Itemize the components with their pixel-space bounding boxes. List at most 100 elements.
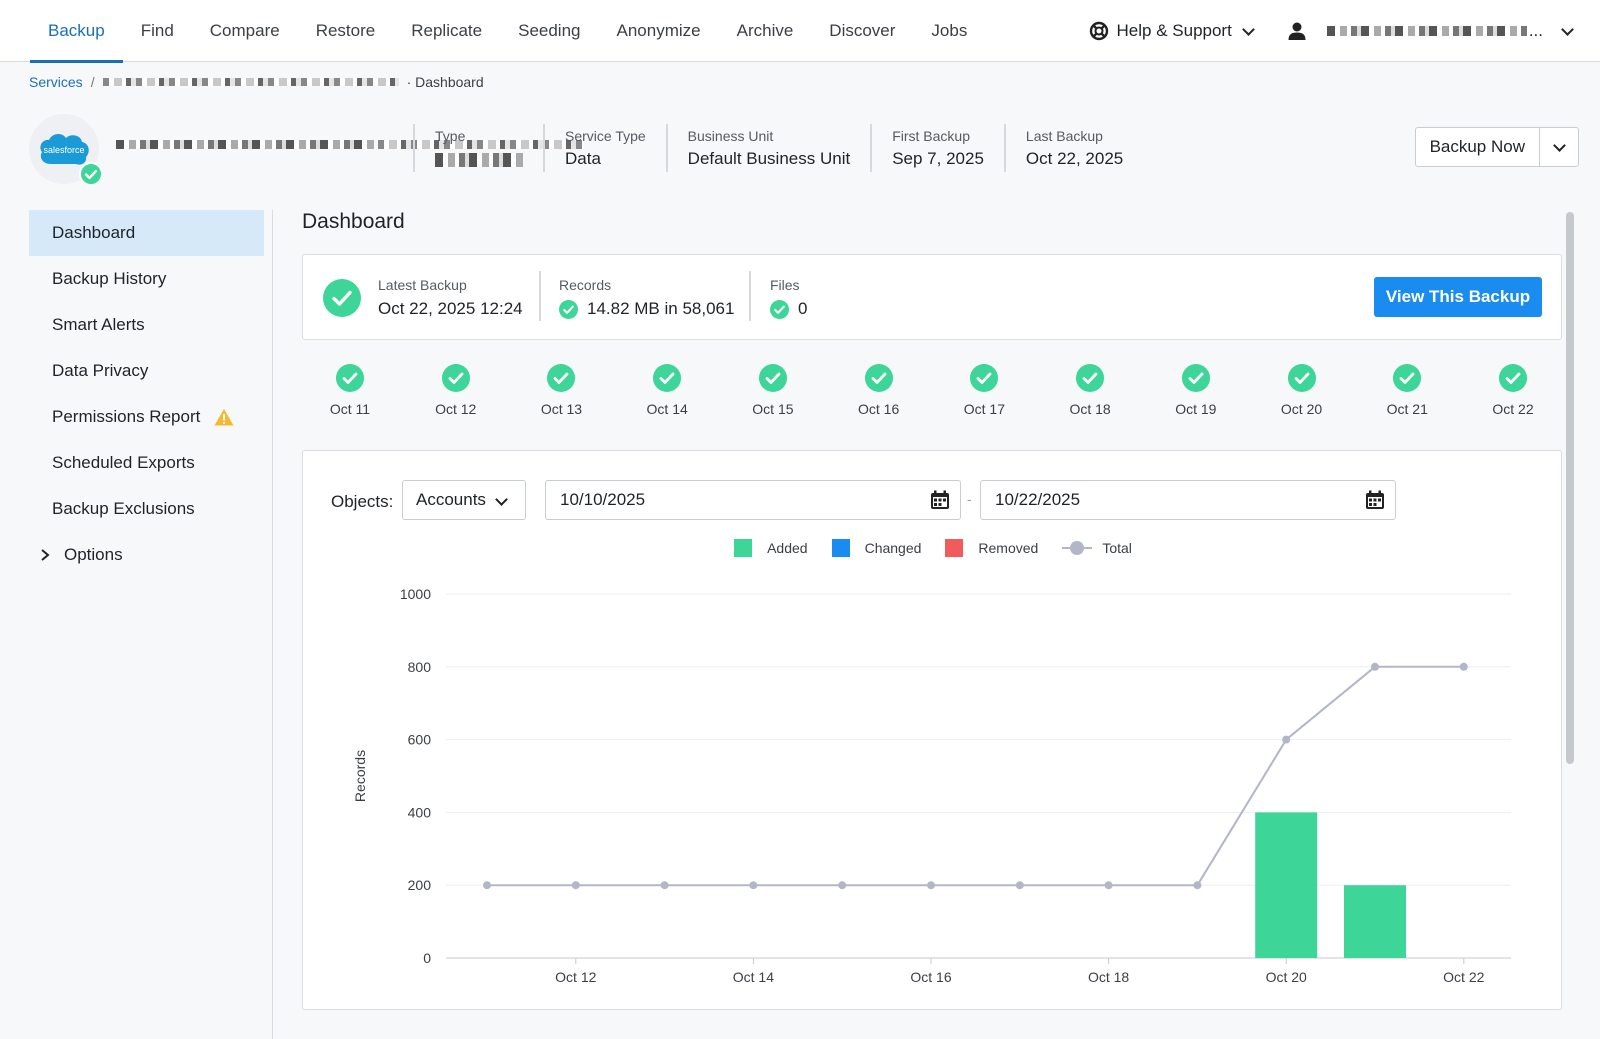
day-status-oct-14[interactable]: Oct 14 (627, 364, 707, 417)
date-to-input[interactable]: 10/22/2025 (980, 480, 1396, 520)
meta-value: Oct 22, 2025 (1025, 149, 1124, 168)
legend-item-removed[interactable]: Removed (945, 539, 1038, 557)
day-status-oct-20[interactable]: Oct 20 (1262, 364, 1342, 417)
day-status-oct-15[interactable]: Oct 15 (733, 364, 813, 417)
latest-backup-info: Latest Backup Oct 22, 2025 12:24 (378, 277, 523, 319)
point-total-oct-14[interactable] (749, 881, 758, 890)
sidebar-item-label: Permissions Report (52, 407, 201, 426)
bar-added-oct-20[interactable] (1255, 812, 1318, 958)
legend-label: Changed (864, 540, 922, 556)
sidebar-item-label: Data Privacy (52, 361, 149, 380)
sidebar-item-data-privacy[interactable]: Data Privacy (29, 348, 264, 394)
daily-backup-status: Oct 11 Oct 12 Oct 13 Oct 14 Oct 15 Oct 16 Oct … (302, 364, 1562, 424)
y-tick-label: 600 (408, 732, 432, 748)
records-info: Records 14.82 MB in 58,061 (559, 277, 734, 319)
tab-compare[interactable]: Compare (209, 21, 280, 40)
files-label: Files (770, 277, 800, 293)
tab-backup[interactable]: Backup (30, 0, 123, 63)
legend-label: Total (1102, 540, 1132, 556)
day-status-oct-17[interactable]: Oct 17 (944, 364, 1024, 417)
y-tick-label: 200 (408, 877, 432, 893)
legend-item-added[interactable]: Added (734, 539, 808, 557)
user-name-suffix: ... (1528, 21, 1543, 40)
check-circle-icon (1499, 364, 1527, 392)
check-circle-icon (1393, 364, 1422, 392)
point-total-oct-13[interactable] (660, 881, 669, 890)
legend-item-changed[interactable]: Changed (831, 539, 922, 557)
day-status-oct-16[interactable]: Oct 16 (839, 364, 919, 417)
sidebar-item-label: Scheduled Exports (52, 453, 195, 472)
tab-replicate[interactable]: Replicate (411, 21, 483, 40)
scrollbar-thumb[interactable] (1566, 212, 1574, 764)
point-total-oct-17[interactable] (1015, 881, 1024, 890)
point-total-oct-12[interactable] (571, 881, 580, 890)
x-tick-label: Oct 16 (910, 969, 951, 985)
chart-legend: Added Changed Removed Total (303, 539, 1563, 557)
chevron-right-icon (41, 549, 50, 561)
backup-now-dropdown[interactable] (1540, 128, 1578, 166)
day-status-oct-18[interactable]: Oct 18 (1050, 364, 1130, 417)
breadcrumb-service-redacted (102, 78, 399, 86)
date-range-dash: - (967, 491, 972, 507)
day-label: Oct 19 (1175, 401, 1217, 417)
objects-label: Objects: (331, 492, 394, 511)
sidebar-item-permissions-report[interactable]: Permissions Report (29, 394, 264, 440)
sidebar-item-scheduled-exports[interactable]: Scheduled Exports (29, 440, 264, 486)
view-this-backup-button[interactable]: View This Backup (1374, 277, 1542, 317)
tab-discover[interactable]: Discover (829, 21, 896, 40)
backup-now-button[interactable]: Backup Now (1416, 128, 1540, 166)
day-status-oct-21[interactable]: Oct 21 (1367, 364, 1447, 417)
day-status-oct-22[interactable]: Oct 22 (1473, 364, 1553, 417)
tab-find[interactable]: Find (140, 21, 174, 40)
meta-value: Default Business Unit (687, 149, 851, 168)
calendar-icon[interactable] (1365, 490, 1385, 510)
latest-backup-summary: Latest Backup Oct 22, 2025 12:24 Records… (302, 254, 1562, 340)
sidebar-item-backup-exclusions[interactable]: Backup Exclusions (29, 486, 264, 532)
day-status-oct-11[interactable]: Oct 11 (310, 364, 390, 417)
summary-divider (749, 271, 751, 321)
tab-anonymize[interactable]: Anonymize (616, 21, 701, 40)
main-scrollbar[interactable] (1564, 212, 1576, 764)
point-total-oct-21[interactable] (1371, 662, 1379, 671)
tab-seeding[interactable]: Seeding (518, 21, 581, 40)
point-total-oct-18[interactable] (1104, 881, 1113, 890)
point-total-oct-20[interactable] (1282, 735, 1291, 744)
date-from-input[interactable]: 10/10/2025 (545, 480, 961, 520)
help-support-menu[interactable]: Help & Support (1089, 21, 1255, 41)
point-total-oct-11[interactable] (483, 881, 491, 890)
point-total-oct-15[interactable] (838, 881, 847, 890)
point-total-oct-16[interactable] (927, 881, 935, 890)
x-tick-label: Oct 22 (1443, 969, 1484, 985)
day-label: Oct 12 (435, 401, 477, 417)
legend-swatch (945, 539, 964, 557)
date-to-value: 10/22/2025 (995, 490, 1081, 509)
tab-archive[interactable]: Archive (736, 21, 794, 40)
sidebar-item-label: Options (64, 545, 123, 564)
day-status-oct-19[interactable]: Oct 19 (1156, 364, 1236, 417)
bar-added-oct-21[interactable] (1344, 885, 1406, 958)
tab-restore[interactable]: Restore (315, 21, 376, 40)
legend-item-total[interactable]: Total (1062, 539, 1132, 557)
meta-label: Type (435, 128, 466, 144)
check-circle-icon (323, 279, 361, 317)
sidebar-item-smart-alerts[interactable]: Smart Alerts (29, 302, 264, 348)
calendar-icon[interactable] (930, 490, 950, 510)
user-menu[interactable]: ... (1287, 21, 1574, 41)
point-total-oct-22[interactable] (1459, 662, 1468, 671)
day-status-oct-12[interactable]: Oct 12 (416, 364, 496, 417)
tab-jobs[interactable]: Jobs (931, 21, 968, 40)
breadcrumb-services-link[interactable]: Services (29, 74, 83, 90)
sidebar-item-backup-history[interactable]: Backup History (29, 256, 264, 302)
breadcrumb-separator: / (90, 74, 95, 90)
objects-select[interactable]: Accounts (402, 480, 526, 520)
help-support-label: Help & Support (1116, 21, 1232, 40)
legend-swatch (831, 539, 850, 557)
y-tick-label: 400 (408, 804, 432, 820)
summary-divider (539, 271, 541, 321)
check-circle-icon (547, 364, 576, 392)
point-total-oct-19[interactable] (1193, 881, 1202, 890)
sidebar-item-dashboard[interactable]: Dashboard (29, 210, 264, 256)
sidebar-item-options[interactable]: Options (29, 532, 264, 578)
objects-selected-value: Accounts (416, 490, 486, 509)
day-status-oct-13[interactable]: Oct 13 (521, 364, 601, 417)
